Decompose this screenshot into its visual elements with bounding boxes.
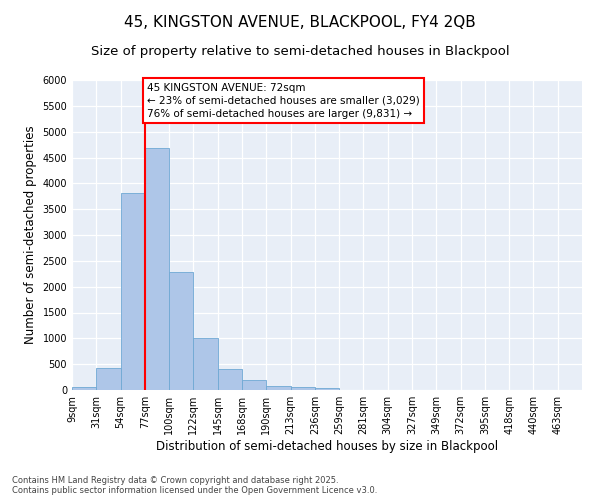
Bar (169, 272, 193, 390)
Bar (121, 192, 145, 390)
Text: 45 KINGSTON AVENUE: 72sqm
← 23% of semi-detached houses are smaller (3,029)
76% : 45 KINGSTON AVENUE: 72sqm ← 23% of semi-… (147, 82, 420, 119)
Bar (290, 386, 315, 390)
Text: Size of property relative to semi-detached houses in Blackpool: Size of property relative to semi-detach… (91, 45, 509, 58)
Bar (315, 388, 339, 390)
Bar (218, 369, 242, 390)
Y-axis label: Number of semi-detached properties: Number of semi-detached properties (24, 126, 37, 344)
Bar (145, 148, 169, 390)
Text: Contains HM Land Registry data © Crown copyright and database right 2025.
Contai: Contains HM Land Registry data © Crown c… (12, 476, 377, 495)
Bar (72, 388, 96, 390)
Bar (266, 386, 290, 390)
Text: 45, KINGSTON AVENUE, BLACKPOOL, FY4 2QB: 45, KINGSTON AVENUE, BLACKPOOL, FY4 2QB (124, 15, 476, 30)
Bar (96, 368, 121, 390)
Bar (242, 380, 266, 390)
X-axis label: Distribution of semi-detached houses by size in Blackpool: Distribution of semi-detached houses by … (156, 440, 498, 453)
Bar (193, 338, 218, 390)
